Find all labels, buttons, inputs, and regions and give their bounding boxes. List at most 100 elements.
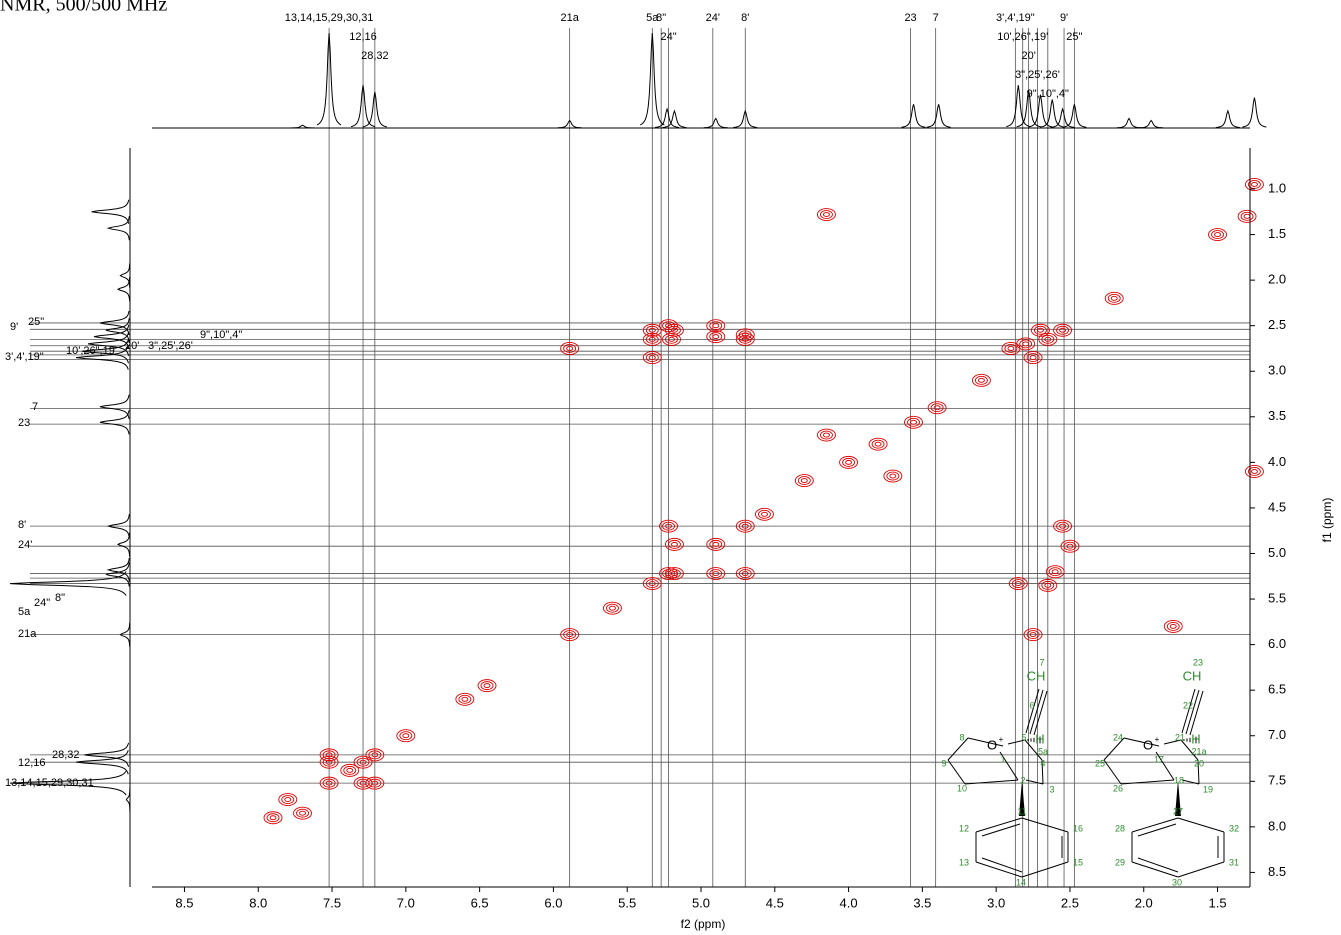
cross-peak <box>1023 351 1043 365</box>
contour <box>603 601 622 615</box>
contour <box>709 569 723 578</box>
contour <box>709 321 723 331</box>
contour <box>322 750 336 760</box>
cross-peak <box>1053 323 1073 337</box>
cross-peak <box>816 428 836 442</box>
contour <box>560 342 580 355</box>
contour <box>889 473 897 479</box>
x-tick-label: 8.5 <box>175 895 193 910</box>
projection-peak-left <box>91 199 130 224</box>
bond <box>1137 823 1177 837</box>
peak-label-left: 23 <box>18 417 30 429</box>
atom-label: 8 <box>959 732 964 742</box>
contour <box>606 603 619 613</box>
bond <box>1024 739 1043 761</box>
contour <box>822 212 830 217</box>
contour <box>662 521 675 531</box>
contour <box>662 332 681 346</box>
bond <box>1163 739 1182 745</box>
contour <box>816 208 836 221</box>
cross-peak <box>1008 577 1028 591</box>
cross-peak <box>293 806 312 820</box>
contour <box>1063 541 1077 551</box>
atom-label: 16 <box>1073 823 1083 833</box>
contour <box>738 569 752 578</box>
cross-peak <box>755 507 774 521</box>
peak-label-left: 3",25',26' <box>148 340 193 352</box>
atom-label: + <box>1155 735 1160 744</box>
atom-label: 5 <box>1021 732 1026 742</box>
y-tick-label: 3.0 <box>1268 363 1286 378</box>
x-tick-label: 7.0 <box>397 895 415 910</box>
atom-label: 17 <box>1154 754 1164 764</box>
contour <box>1022 341 1030 347</box>
contour <box>343 765 357 775</box>
bond <box>1131 817 1179 833</box>
contour <box>706 319 726 333</box>
contour <box>645 325 659 335</box>
contour <box>1026 353 1040 363</box>
atom-label: O <box>987 737 997 752</box>
contour <box>480 681 494 691</box>
contour <box>1107 293 1121 303</box>
projection-peak-left <box>93 324 130 349</box>
y-tick-label: 2.5 <box>1268 317 1286 332</box>
projection-peak-top <box>290 124 315 129</box>
contour <box>1244 465 1264 478</box>
contour <box>325 759 333 765</box>
contour <box>1045 565 1065 579</box>
cross-peak <box>396 729 416 743</box>
y-tick-label: 6.5 <box>1268 682 1286 697</box>
contour <box>1211 230 1224 240</box>
contour <box>359 759 367 765</box>
contour <box>1048 567 1062 577</box>
cross-peak <box>642 351 662 365</box>
contour <box>904 415 923 429</box>
atom-label: 23 <box>1193 657 1203 667</box>
bond <box>1177 817 1225 833</box>
contour <box>365 748 385 762</box>
cross-peak <box>1060 539 1080 553</box>
atom-label: 18 <box>1174 775 1184 785</box>
contour <box>566 632 574 638</box>
contour <box>455 692 475 706</box>
projection-peak-top <box>362 91 387 128</box>
contour <box>664 537 684 551</box>
peak-label: 28,32 <box>361 50 389 62</box>
contour <box>1007 346 1015 351</box>
atom-label: + <box>999 735 1004 744</box>
bond <box>999 751 1019 781</box>
contour <box>322 778 336 788</box>
contour <box>1023 628 1043 642</box>
bond <box>1021 861 1069 878</box>
cross-peak <box>319 755 339 769</box>
contour <box>883 469 903 483</box>
atom-label: 11 <box>1017 806 1026 816</box>
contour <box>797 476 811 486</box>
projection-peak-left <box>99 410 130 435</box>
contour <box>1023 351 1043 365</box>
contour <box>1044 582 1052 588</box>
cross-peak <box>263 811 283 825</box>
peak-label: 10',26",19' <box>997 31 1048 43</box>
bond <box>975 861 1023 878</box>
cross-peak <box>1244 465 1264 478</box>
projection-peak-left <box>75 750 129 775</box>
cross-peak <box>1030 323 1050 337</box>
contour <box>563 344 577 353</box>
contour <box>1053 323 1073 337</box>
atom-label: 6 <box>1029 700 1034 710</box>
peak-label-left: 3',4',19" <box>5 351 44 363</box>
atom-label: 25 <box>1095 758 1105 768</box>
bond <box>967 737 1004 747</box>
contour <box>709 332 723 342</box>
contour <box>706 567 726 580</box>
peak-label: 23 <box>904 12 916 24</box>
projection-peak-left <box>106 557 130 582</box>
cross-peak <box>706 330 726 344</box>
peak-label: 7 <box>933 12 939 24</box>
cross-peak <box>365 748 385 762</box>
contour <box>667 539 681 549</box>
projection-peak-top <box>1050 107 1075 128</box>
contour <box>1029 355 1037 361</box>
